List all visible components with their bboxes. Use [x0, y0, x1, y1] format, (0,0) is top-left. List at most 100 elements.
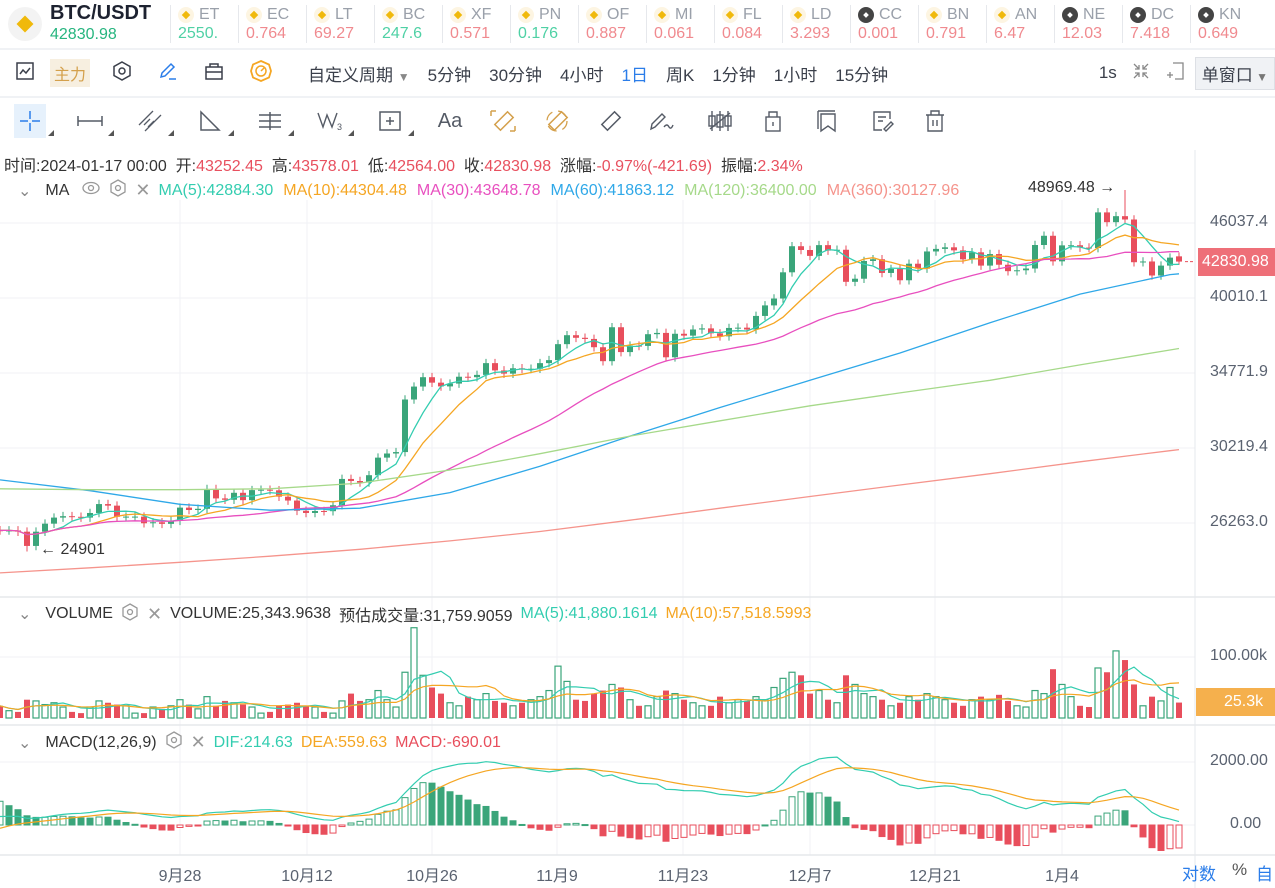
ticker-item[interactable]: XF 0.571: [442, 5, 510, 43]
macd-histogram-bar: [581, 824, 589, 827]
template-icon[interactable]: [204, 61, 224, 86]
volume-bar: [1122, 660, 1128, 718]
collapse-chevron-icon[interactable]: ⌄: [18, 734, 32, 752]
chart-type-icon[interactable]: [16, 61, 34, 85]
ticker-item[interactable]: LD 3.293: [782, 5, 850, 43]
ticker-item[interactable]: FL 0.084: [714, 5, 782, 43]
macd-histogram-bar: [851, 824, 859, 829]
ticker-item[interactable]: OF 0.887: [578, 5, 646, 43]
open-label: 开:: [175, 158, 197, 175]
horizontal-segment-tool[interactable]: [74, 104, 114, 138]
macd-histogram-bar: [878, 824, 886, 838]
period-tab[interactable]: 周K: [665, 65, 695, 85]
delete-drawings-tool[interactable]: [919, 104, 951, 138]
lock-icon: [765, 111, 781, 132]
macd-value: MACD:-690.01: [395, 733, 501, 751]
ticker-item[interactable]: LT 69.27: [306, 5, 374, 43]
candle-body: [708, 328, 714, 334]
macd-histogram-bar: [761, 824, 769, 827]
ticker-item[interactable]: BN 0.791: [918, 5, 986, 43]
speedometer-icon[interactable]: [250, 59, 272, 87]
measure-tool[interactable]: [594, 104, 626, 138]
measure-box-tool[interactable]: [374, 104, 414, 138]
ruler-magnet-tool[interactable]: [487, 104, 519, 138]
ma-legend-name: MA: [45, 181, 70, 199]
period-tab[interactable]: 15分钟: [835, 65, 889, 85]
settings-icon[interactable]: [121, 602, 139, 626]
period-tab[interactable]: 30分钟: [489, 65, 543, 85]
period-tab[interactable]: 1日: [621, 65, 648, 85]
time-value: 2024-01-17 00:00: [40, 158, 167, 175]
period-tab[interactable]: 5分钟: [427, 65, 472, 85]
candle-body: [321, 510, 327, 512]
ma360-line: [0, 448, 1180, 574]
text-tool[interactable]: Aa: [437, 109, 463, 132]
ticker-symbol: NE: [1083, 6, 1106, 23]
ticker-item[interactable]: MI 0.061: [646, 5, 714, 43]
volume-bar: [1157, 700, 1165, 719]
period-tab[interactable]: 1分钟: [712, 65, 756, 85]
ticker-item[interactable]: BC 247.6: [374, 5, 442, 43]
window-mode-dropdown[interactable]: 单窗口 ▼: [1194, 56, 1275, 90]
ticker-item[interactable]: CC 0.001: [850, 5, 918, 43]
triangle-tool[interactable]: [194, 104, 234, 138]
pencil-icon[interactable]: [158, 61, 178, 86]
main-indicator-tag[interactable]: 主力: [50, 59, 91, 87]
macd-histogram-bar: [896, 824, 904, 846]
settings-icon[interactable]: [109, 179, 127, 202]
collapse-chevron-icon[interactable]: ⌄: [18, 606, 32, 623]
hide-candles-tool[interactable]: [704, 104, 736, 138]
custom-period-dropdown[interactable]: 自定义周期 ▼: [308, 61, 410, 86]
macd-histogram-bar: [995, 824, 1003, 841]
ticker-item[interactable]: ET 2550.: [170, 5, 238, 43]
volume-bar: [770, 686, 778, 719]
settings-hexagon-icon[interactable]: [112, 60, 132, 86]
note-tool[interactable]: [866, 104, 898, 138]
fibonacci-tool[interactable]: [254, 104, 294, 138]
ticker-item[interactable]: DC 7.418: [1122, 5, 1190, 43]
macd-histogram-bar: [266, 820, 274, 826]
volume-bar: [1104, 672, 1110, 718]
close-icon[interactable]: ✕: [190, 732, 206, 752]
ruler-circle-tool[interactable]: [541, 104, 573, 138]
close-icon[interactable]: ✕: [135, 180, 151, 200]
log-scale-button[interactable]: 对数: [1182, 865, 1216, 884]
ticker-item[interactable]: EC 0.764: [238, 5, 306, 43]
eye-icon[interactable]: [81, 180, 101, 201]
crosshair-tool[interactable]: [14, 104, 54, 138]
freehand-tool[interactable]: [646, 104, 678, 138]
refresh-interval[interactable]: 1s: [1098, 63, 1117, 82]
bookmark-tool[interactable]: [811, 104, 843, 138]
collapse-icon[interactable]: [1131, 61, 1151, 86]
volume-value: VOLUME:25,343.9638: [170, 605, 332, 622]
volume-bar: [141, 713, 147, 718]
candle-body: [393, 452, 399, 454]
parallel-channel-tool[interactable]: [134, 104, 174, 138]
wave-tool[interactable]: 3: [314, 104, 354, 138]
macd-axis-label: 0.00: [1230, 815, 1262, 832]
ticker-item[interactable]: KN 0.649: [1190, 5, 1258, 43]
current-pair[interactable]: BTC/USDT 42830.98: [50, 2, 170, 46]
volume-bar: [1166, 686, 1174, 719]
ticker-item[interactable]: AN 6.47: [986, 5, 1054, 43]
settings-icon[interactable]: [165, 731, 183, 754]
period-tab[interactable]: 1小时: [773, 65, 818, 85]
macd-histogram-bar: [347, 822, 355, 826]
macd-histogram-bar: [221, 820, 229, 826]
candle-body: [1122, 216, 1128, 220]
lock-tool[interactable]: [757, 104, 789, 138]
add-window-icon[interactable]: [1165, 61, 1185, 86]
percent-scale-button[interactable]: %: [1232, 860, 1248, 879]
macd-histogram-bar: [293, 824, 301, 831]
ticker-item[interactable]: PN 0.176: [510, 5, 578, 43]
collapse-chevron-icon[interactable]: ⌄: [18, 182, 32, 200]
candle-body: [375, 457, 381, 476]
period-tab[interactable]: 4小时: [560, 65, 604, 85]
volume-bar: [383, 699, 391, 719]
crosshair-icon: [20, 111, 40, 131]
auto-scale-button[interactable]: 自: [1256, 865, 1273, 884]
ticker-item[interactable]: NE 12.03: [1054, 5, 1122, 43]
macd-histogram-bar: [500, 816, 508, 826]
close-icon[interactable]: ✕: [146, 603, 163, 624]
